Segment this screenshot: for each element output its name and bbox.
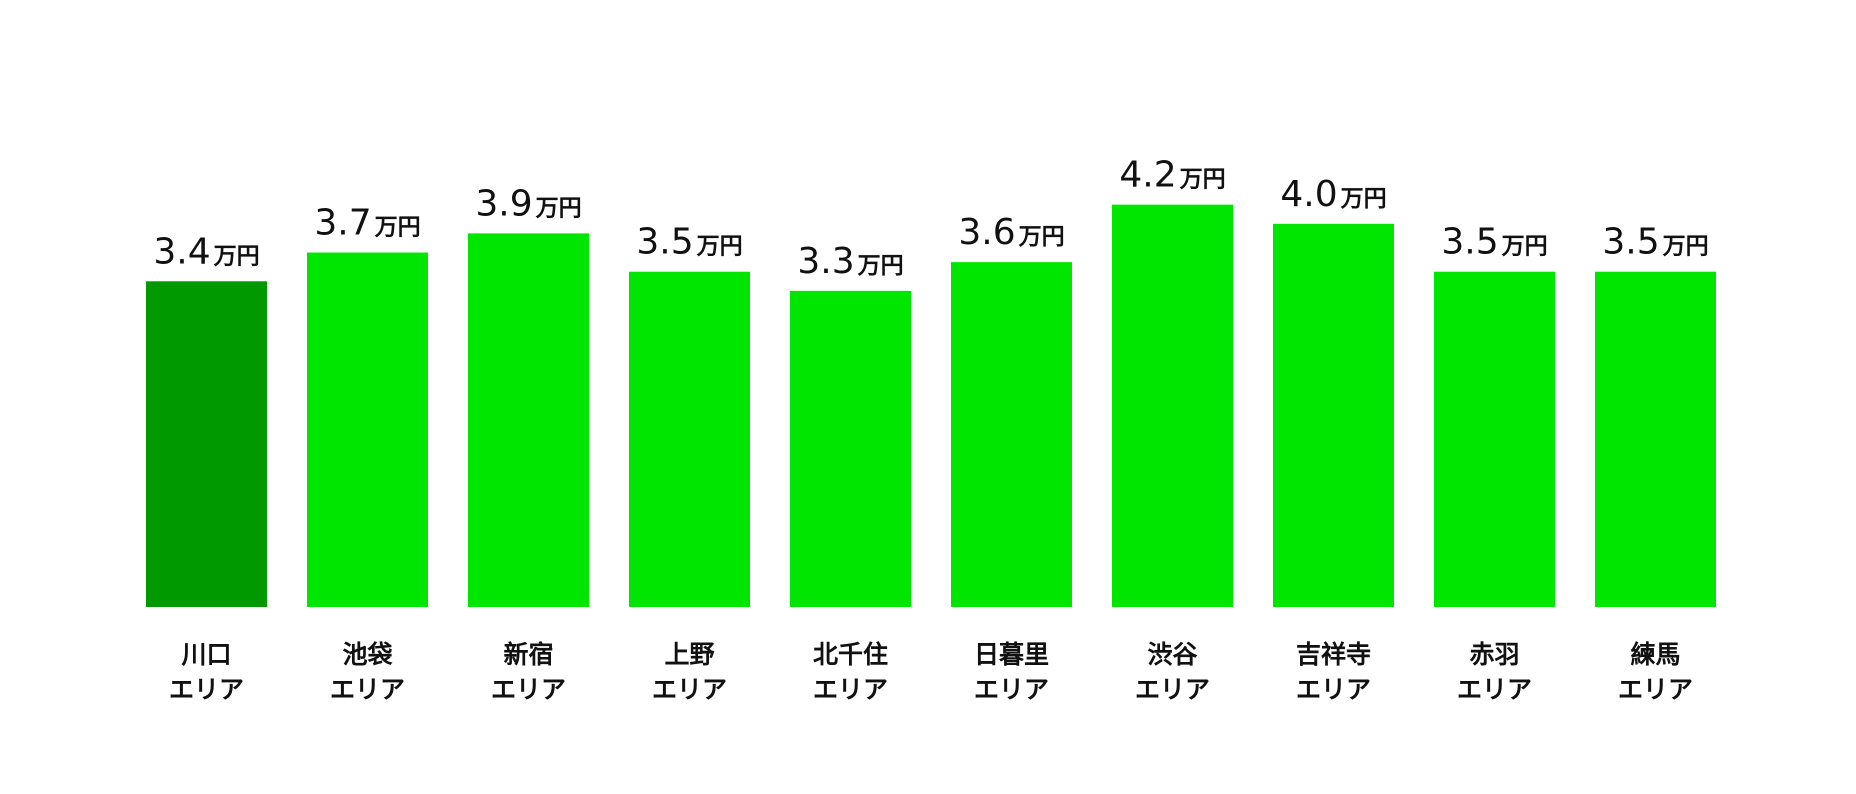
x-tick-line: 川口 bbox=[181, 640, 231, 669]
value-number: 4.2 bbox=[1119, 155, 1176, 196]
bar bbox=[629, 271, 750, 607]
x-tick-line: 練馬 bbox=[1630, 640, 1680, 669]
value-label: 4.0 万円 bbox=[1280, 174, 1386, 215]
value-label: 4.2 万円 bbox=[1119, 155, 1225, 196]
value-number: 4.0 bbox=[1280, 174, 1337, 215]
x-tick-label: 上野エリア bbox=[652, 640, 727, 704]
x-tick-line: エリア bbox=[652, 675, 727, 704]
bar bbox=[790, 290, 911, 607]
x-tick-line: 北千住 bbox=[813, 640, 888, 669]
value-unit: 万円 bbox=[1019, 224, 1065, 250]
x-tick-line: エリア bbox=[491, 675, 566, 704]
x-tick-line: エリア bbox=[169, 675, 244, 704]
x-tick-line: エリア bbox=[1618, 675, 1693, 704]
x-tick-label: 新宿エリア bbox=[491, 640, 566, 704]
x-tick-line: エリア bbox=[1135, 675, 1210, 704]
value-label: 3.5 万円 bbox=[1441, 222, 1547, 263]
value-label: 3.5 万円 bbox=[636, 222, 742, 263]
bar bbox=[1112, 204, 1233, 607]
value-label: 3.9 万円 bbox=[475, 183, 581, 224]
x-tick-line: エリア bbox=[813, 675, 888, 704]
value-label: 3.5 万円 bbox=[1602, 222, 1708, 263]
value-unit: 万円 bbox=[1341, 186, 1387, 212]
x-tick-line: 新宿 bbox=[503, 640, 553, 669]
x-tick-label: 池袋エリア bbox=[330, 640, 405, 704]
value-number: 3.5 bbox=[1441, 222, 1498, 263]
value-unit: 万円 bbox=[214, 243, 260, 269]
bar bbox=[307, 252, 428, 608]
bar bbox=[146, 281, 267, 607]
x-tick-label: 北千住エリア bbox=[813, 640, 888, 704]
x-tick-line: 池袋 bbox=[342, 640, 393, 669]
x-tick-line: エリア bbox=[974, 675, 1049, 704]
bar bbox=[951, 262, 1072, 607]
x-tick-label: 練馬エリア bbox=[1618, 640, 1693, 704]
value-number: 3.4 bbox=[153, 231, 210, 272]
x-tick-line: 吉祥寺 bbox=[1296, 640, 1371, 669]
value-number: 3.3 bbox=[797, 241, 854, 282]
x-tick-line: 日暮里 bbox=[974, 640, 1049, 669]
x-tick-line: エリア bbox=[1457, 675, 1532, 704]
value-unit: 万円 bbox=[1502, 234, 1548, 260]
x-tick-label: 渋谷エリア bbox=[1135, 640, 1210, 704]
x-tick-label: 赤羽エリア bbox=[1457, 640, 1532, 704]
x-tick-line: エリア bbox=[1296, 675, 1371, 704]
bar bbox=[1273, 223, 1394, 608]
value-unit: 万円 bbox=[536, 195, 582, 221]
value-number: 3.5 bbox=[636, 222, 693, 263]
value-label: 3.7 万円 bbox=[314, 203, 420, 244]
value-label: 3.3 万円 bbox=[797, 241, 903, 282]
x-tick-line: エリア bbox=[330, 675, 405, 704]
bar bbox=[1434, 271, 1555, 607]
value-label: 3.6 万円 bbox=[958, 212, 1064, 253]
x-tick-line: 渋谷 bbox=[1147, 640, 1198, 669]
x-tick-line: 赤羽 bbox=[1469, 640, 1519, 669]
value-number: 3.6 bbox=[958, 212, 1015, 253]
x-tick-label: 日暮里エリア bbox=[974, 640, 1049, 704]
value-unit: 万円 bbox=[697, 234, 743, 260]
value-unit: 万円 bbox=[858, 253, 904, 279]
value-number: 3.5 bbox=[1602, 222, 1659, 263]
x-tick-line: 上野 bbox=[664, 640, 714, 669]
value-unit: 万円 bbox=[1663, 234, 1709, 260]
x-tick-label: 川口エリア bbox=[169, 640, 244, 704]
value-unit: 万円 bbox=[375, 215, 421, 241]
value-unit: 万円 bbox=[1180, 167, 1226, 193]
bar bbox=[468, 233, 589, 607]
value-number: 3.7 bbox=[314, 203, 371, 244]
bar bbox=[1595, 271, 1716, 607]
value-label: 3.4 万円 bbox=[153, 231, 259, 272]
value-number: 3.9 bbox=[475, 183, 532, 224]
x-tick-label: 吉祥寺エリア bbox=[1296, 640, 1371, 704]
